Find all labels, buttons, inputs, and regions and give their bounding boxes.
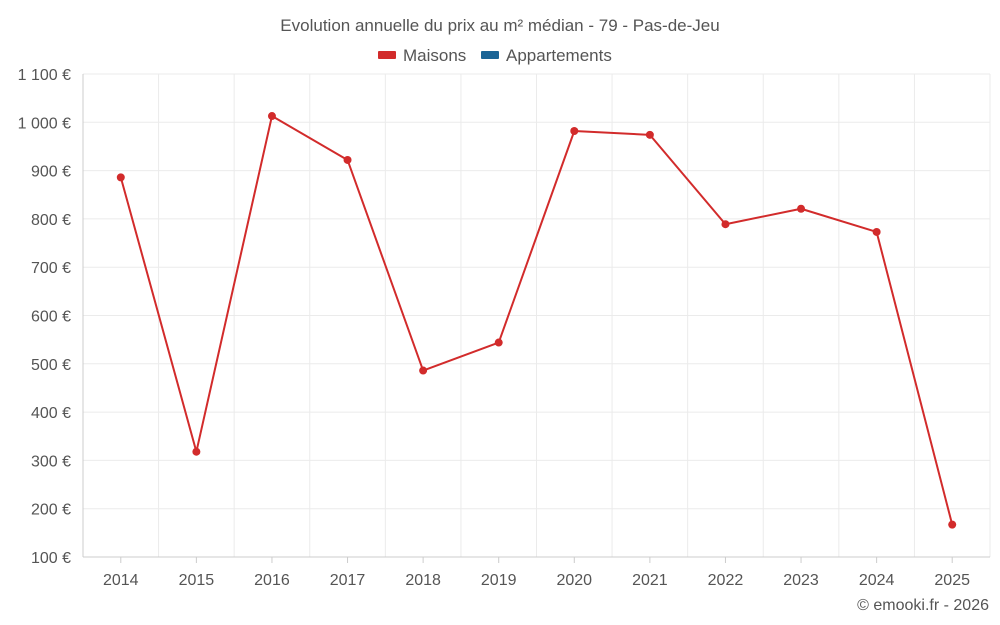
data-point-maisons[interactable] [192, 447, 201, 456]
x-tick-label: 2019 [481, 572, 517, 589]
y-tick-label: 100 € [31, 550, 71, 567]
x-tick-label: 2018 [405, 572, 441, 589]
data-point-maisons[interactable] [721, 220, 730, 229]
x-tick-label: 2023 [783, 572, 819, 589]
y-axis-tick-labels: 100 € 200 € 300 € 400 € 500 € 600 € 700 € 800 €… [18, 67, 71, 567]
y-tick-label: 500 € [31, 357, 71, 374]
chart-title: Evolution annuelle du prix au m² médian … [280, 16, 719, 35]
credit-text: © emooki.fr - 2026 [857, 597, 989, 614]
series-line-maisons [119, 115, 954, 525]
legend-item-appartements[interactable]: Appartements [481, 46, 612, 65]
x-tick-label: 2024 [859, 572, 895, 589]
x-tick-label: 2014 [103, 572, 139, 589]
legend-swatch-maisons [378, 51, 396, 59]
data-point-maisons[interactable] [645, 130, 654, 139]
grid-lines [82, 73, 991, 558]
data-point-maisons[interactable] [116, 173, 125, 182]
y-tick-label: 400 € [31, 405, 71, 422]
data-point-maisons[interactable] [948, 520, 957, 529]
x-tick-label: 2016 [254, 572, 290, 589]
legend-item-maisons[interactable]: Maisons [378, 46, 466, 65]
x-tick-label: 2020 [556, 572, 592, 589]
x-axis-tick-labels: 2014 2015 2016 2017 2018 2019 2020 2021 2022 2023… [103, 572, 970, 589]
y-tick-label: 1 100 € [18, 67, 71, 84]
data-point-maisons[interactable] [872, 227, 881, 236]
series-maisons [116, 112, 957, 529]
y-tick-label: 1 000 € [18, 115, 71, 132]
x-tick-label: 2015 [179, 572, 215, 589]
data-point-maisons[interactable] [343, 155, 352, 164]
y-tick-label: 900 € [31, 164, 71, 181]
legend-label-maisons: Maisons [403, 46, 466, 65]
x-tick-label: 2021 [632, 572, 668, 589]
x-tick-label: 2025 [934, 572, 970, 589]
legend-swatch-appartements [481, 51, 499, 59]
data-point-maisons[interactable] [494, 338, 503, 347]
data-point-maisons[interactable] [419, 366, 428, 375]
y-tick-label: 800 € [31, 212, 71, 229]
legend: Maisons Appartements [378, 46, 612, 65]
data-point-maisons[interactable] [797, 204, 806, 213]
y-tick-label: 300 € [31, 453, 71, 470]
y-tick-label: 600 € [31, 309, 71, 326]
data-point-maisons[interactable] [570, 126, 579, 135]
data-point-maisons[interactable] [267, 112, 276, 121]
y-tick-label: 200 € [31, 502, 71, 519]
y-tick-label: 700 € [31, 260, 71, 277]
x-tick-label: 2022 [708, 572, 744, 589]
x-tick-label: 2017 [330, 572, 366, 589]
legend-label-appartements: Appartements [506, 46, 612, 65]
axes [82, 74, 990, 563]
